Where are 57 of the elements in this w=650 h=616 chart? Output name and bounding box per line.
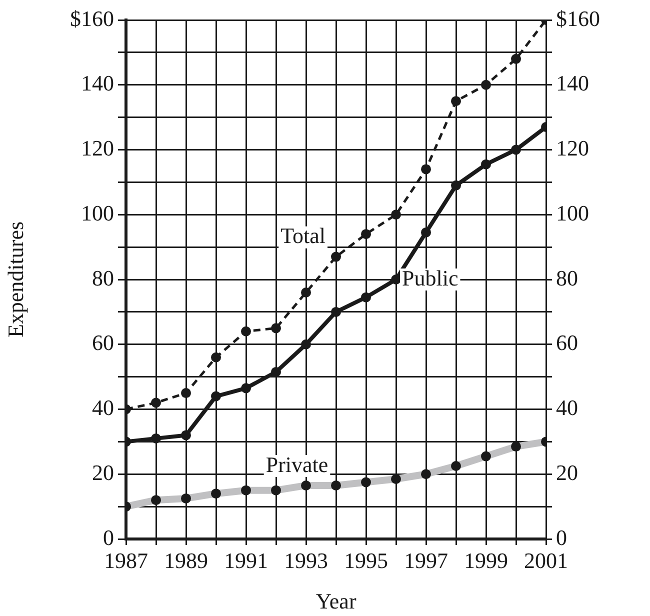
y2-tick-label: $160 — [556, 6, 600, 31]
y2-tick-label: 60 — [556, 330, 578, 356]
y-tick-label: 140 — [81, 70, 114, 96]
series-label: Public — [402, 265, 458, 290]
point — [271, 366, 281, 377]
point — [361, 292, 371, 302]
point — [511, 144, 521, 155]
y2-tick-label: 40 — [556, 395, 578, 420]
point — [481, 159, 491, 170]
point — [331, 306, 341, 317]
x-tick-label: 1999 — [464, 548, 508, 573]
point — [211, 391, 221, 402]
x-tick-label: 1993 — [284, 548, 328, 573]
x-tick-label: 1995 — [344, 548, 388, 573]
y-tick-label: 80 — [92, 265, 114, 290]
y-tick-label: 60 — [92, 330, 114, 356]
point — [511, 54, 521, 64]
point — [451, 180, 461, 190]
x-tick-label: 1997 — [404, 548, 448, 573]
point — [151, 433, 161, 444]
y2-tick-label: 20 — [556, 460, 578, 485]
y-tick-label: 100 — [81, 200, 114, 226]
point — [361, 229, 371, 240]
y-tick-label: $160 — [70, 6, 114, 31]
point — [151, 398, 161, 408]
point — [181, 388, 191, 398]
x-tick-label: 1989 — [164, 548, 208, 573]
x-tick-label: 2001 — [524, 548, 568, 573]
point — [241, 326, 251, 336]
point — [211, 352, 221, 362]
point — [421, 164, 431, 174]
y2-tick-label: 100 — [556, 200, 589, 226]
point — [391, 210, 401, 220]
y-tick-label: 20 — [92, 460, 114, 485]
point — [421, 227, 431, 238]
series-label: Total — [280, 223, 326, 248]
point — [331, 252, 341, 262]
y2-tick-label: 0 — [556, 524, 567, 550]
point — [451, 96, 461, 106]
point — [391, 274, 401, 284]
point — [241, 383, 251, 394]
series-label: Private — [266, 452, 328, 477]
y-tick-label: 40 — [92, 395, 114, 420]
y2-tick-label: 140 — [556, 70, 589, 96]
point — [301, 287, 311, 298]
x-tick-label: 1987 — [104, 548, 148, 573]
y-axis-title: Expenditures — [2, 221, 28, 338]
x-tick-label: 1991 — [224, 548, 268, 573]
point — [271, 323, 281, 334]
y2-tick-label: 120 — [556, 136, 589, 161]
y-tick-label: 120 — [81, 136, 114, 161]
x-axis-title: Year — [316, 588, 357, 614]
y-tick-label: 0 — [103, 524, 114, 550]
point — [481, 80, 491, 90]
point — [181, 430, 191, 440]
point — [301, 339, 311, 350]
y2-tick-label: 80 — [556, 265, 578, 290]
